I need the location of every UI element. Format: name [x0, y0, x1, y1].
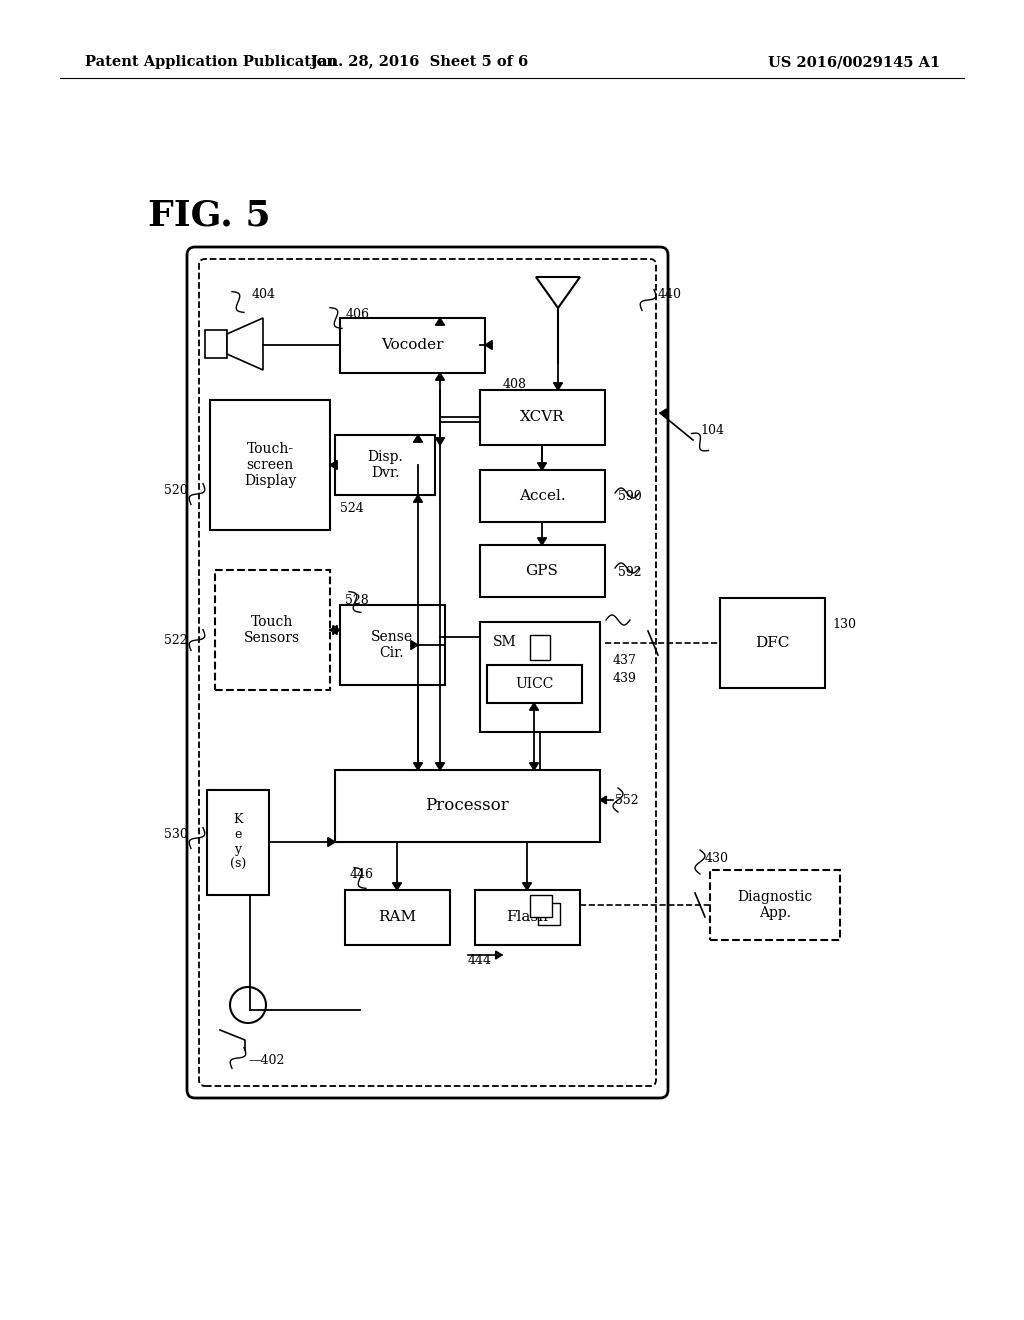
Polygon shape: [392, 883, 401, 890]
Polygon shape: [414, 436, 423, 442]
Bar: [335, 436, 435, 495]
Polygon shape: [485, 341, 493, 350]
Text: 444: 444: [468, 953, 492, 966]
Text: Diagnostic
App.: Diagnostic App.: [737, 890, 813, 920]
Text: 530: 530: [164, 829, 188, 842]
Bar: [215, 570, 330, 690]
Text: 408: 408: [503, 379, 527, 392]
Polygon shape: [600, 796, 606, 804]
Text: 440: 440: [658, 289, 682, 301]
Text: DFC: DFC: [755, 636, 790, 649]
Text: Sense
Cir.: Sense Cir.: [371, 630, 413, 660]
Bar: [487, 665, 582, 704]
Bar: [530, 635, 550, 660]
Bar: [475, 890, 580, 945]
Text: 592: 592: [618, 565, 642, 578]
Text: 406: 406: [346, 309, 370, 322]
Text: Touch
Sensors: Touch Sensors: [244, 615, 300, 645]
Polygon shape: [330, 626, 337, 635]
Polygon shape: [227, 318, 263, 370]
Bar: [340, 605, 445, 685]
Text: Touch-
screen
Display: Touch- screen Display: [244, 442, 296, 488]
Text: 552: 552: [615, 793, 639, 807]
Text: SM: SM: [494, 635, 517, 649]
Text: 437: 437: [613, 653, 637, 667]
Bar: [480, 545, 605, 597]
Text: 522: 522: [165, 634, 188, 647]
Bar: [210, 400, 330, 531]
Bar: [710, 870, 840, 940]
Bar: [335, 770, 600, 842]
Text: K
e
y
(s): K e y (s): [229, 813, 246, 871]
Bar: [480, 389, 605, 445]
Text: 130: 130: [831, 619, 856, 631]
Polygon shape: [330, 461, 337, 470]
Polygon shape: [496, 950, 502, 960]
Text: Patent Application Publication: Patent Application Publication: [85, 55, 337, 69]
Bar: [530, 895, 552, 917]
Polygon shape: [554, 383, 562, 389]
Text: RAM: RAM: [378, 909, 416, 924]
Bar: [340, 318, 485, 374]
Text: 528: 528: [345, 594, 369, 606]
Bar: [345, 890, 450, 945]
Text: 446: 446: [350, 869, 374, 882]
Text: GPS: GPS: [525, 564, 558, 578]
Text: 430: 430: [705, 851, 729, 865]
Text: FIG. 5: FIG. 5: [148, 198, 270, 232]
Text: 104: 104: [700, 424, 724, 437]
Polygon shape: [411, 640, 418, 649]
Polygon shape: [435, 374, 444, 380]
Polygon shape: [522, 883, 531, 890]
Bar: [538, 903, 560, 925]
Polygon shape: [328, 837, 335, 846]
Text: Jan. 28, 2016  Sheet 5 of 6: Jan. 28, 2016 Sheet 5 of 6: [311, 55, 528, 69]
Text: 439: 439: [613, 672, 637, 685]
Text: Vocoder: Vocoder: [381, 338, 443, 352]
Text: 590: 590: [618, 491, 642, 503]
Polygon shape: [536, 277, 580, 308]
Bar: [480, 622, 600, 733]
Polygon shape: [435, 438, 444, 445]
Text: 520: 520: [164, 483, 188, 496]
Polygon shape: [414, 763, 423, 770]
Bar: [720, 598, 825, 688]
Text: Flash: Flash: [506, 909, 548, 924]
Bar: [207, 789, 269, 895]
Text: 524: 524: [340, 502, 364, 515]
Text: Disp.
Dvr.: Disp. Dvr.: [368, 450, 402, 480]
Polygon shape: [529, 704, 539, 710]
Polygon shape: [333, 626, 340, 635]
Polygon shape: [435, 318, 444, 325]
Polygon shape: [435, 763, 444, 770]
Polygon shape: [538, 537, 547, 545]
Text: Accel.: Accel.: [519, 488, 565, 503]
Text: —402: —402: [248, 1053, 285, 1067]
Bar: [480, 470, 605, 521]
Text: Processor: Processor: [425, 797, 509, 814]
Polygon shape: [660, 409, 667, 417]
Polygon shape: [414, 495, 423, 502]
Text: US 2016/0029145 A1: US 2016/0029145 A1: [768, 55, 940, 69]
Text: UICC: UICC: [515, 677, 553, 690]
Polygon shape: [529, 763, 539, 770]
Polygon shape: [538, 463, 547, 470]
Text: XCVR: XCVR: [519, 411, 564, 424]
Bar: [205, 330, 227, 358]
Text: 404: 404: [252, 289, 276, 301]
